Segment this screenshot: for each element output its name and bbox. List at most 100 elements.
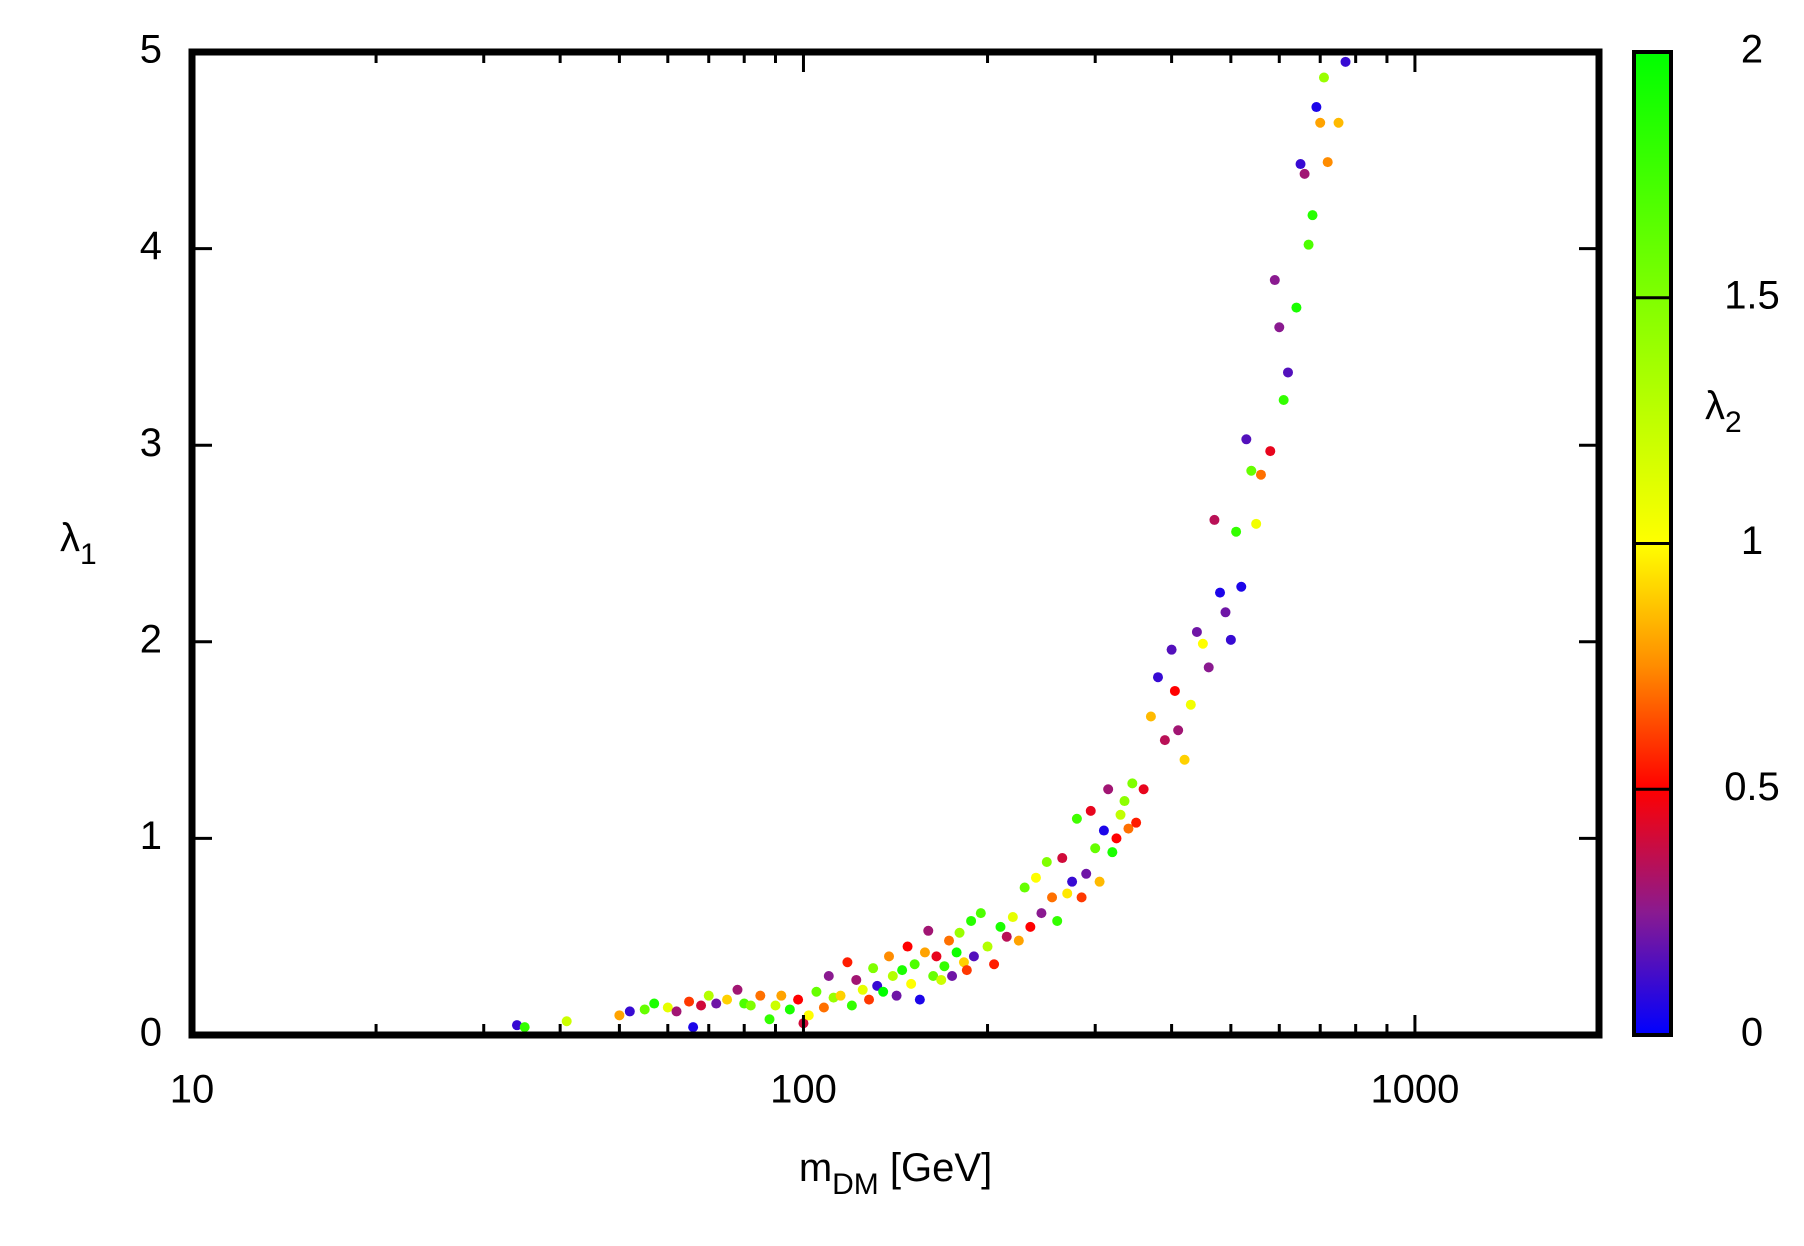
scatter-point (989, 959, 1000, 970)
scatter-point (906, 978, 917, 989)
x-axis-label-part: [GeV] (879, 1146, 992, 1190)
scatter-point (511, 1020, 522, 1031)
scatter-point (671, 1006, 682, 1017)
scatter-point (1241, 434, 1252, 445)
scatter-point (923, 925, 934, 936)
scatter-point (1311, 102, 1322, 113)
scatter-point (1025, 921, 1036, 932)
scatter-point (944, 935, 955, 946)
scatter-point (966, 915, 977, 926)
scatter-point (1057, 853, 1068, 864)
scatter-point (1111, 833, 1122, 844)
scatter-point (947, 971, 958, 982)
scatter-point (1019, 882, 1030, 893)
scatter-point (1333, 117, 1344, 128)
scatter-point (928, 971, 939, 982)
y-axis-label-part: λ (60, 516, 80, 560)
scatter-point (1307, 210, 1318, 221)
scatter-point (755, 990, 766, 1001)
scatter-point (1081, 868, 1092, 879)
scatter-point (1278, 394, 1289, 405)
scatter-point (1299, 168, 1310, 179)
scatter-point (764, 1014, 775, 1025)
scatter-point (784, 1004, 795, 1015)
x-tick-label: 100 (770, 1068, 837, 1112)
scatter-point (662, 1002, 673, 1013)
scatter-point (1209, 514, 1220, 525)
scatter-point (1303, 239, 1314, 250)
scatter-point (954, 927, 965, 938)
colorbar-tick-label: 0.5 (1724, 765, 1780, 809)
x-axis-label-part: DM (832, 1168, 879, 1201)
scatter-point (1098, 825, 1109, 836)
scatter-point (887, 971, 898, 982)
scatter-point (1127, 778, 1138, 789)
scatter-point (1282, 367, 1293, 378)
scatter-point (1007, 912, 1018, 923)
scatter-point (909, 959, 920, 970)
colorbar-tick-label: 1.5 (1724, 273, 1780, 317)
colorbar-label: λ2 (1705, 384, 1742, 440)
scatter-point (1047, 892, 1058, 903)
scatter-point (995, 921, 1006, 932)
scatter-point (1030, 872, 1041, 883)
scatter-point (818, 1002, 829, 1013)
plot-frame (188, 48, 1603, 1039)
scatter-point (776, 990, 787, 1001)
scatter-point (1295, 159, 1306, 170)
scatter-point (1071, 813, 1082, 824)
scatter-point (914, 994, 925, 1005)
scatter-point (1231, 526, 1242, 537)
scatter-point (1107, 847, 1118, 858)
scatter-point (703, 990, 714, 1001)
y-axis-label: λ1 (60, 516, 97, 572)
y-tick-label: 4 (140, 224, 162, 268)
scatter-point (883, 951, 894, 962)
scatter-point (835, 990, 846, 1001)
scatter-point (519, 1022, 530, 1033)
scatter-point (649, 998, 660, 1009)
scatter-point (1090, 843, 1101, 854)
y-tick-label: 0 (140, 1011, 162, 1055)
scatter-point (846, 1000, 857, 1011)
scatter-point (939, 961, 950, 972)
scatter-point (1322, 157, 1333, 168)
scatter-point (614, 1010, 625, 1021)
scatter-point (1274, 322, 1285, 333)
scatter-point (1251, 518, 1262, 529)
scatter-point (1220, 607, 1231, 618)
scatter-point (1085, 805, 1096, 816)
scatter-point (982, 941, 993, 952)
scatter-point (936, 974, 947, 985)
scatter-point (1215, 587, 1226, 598)
scatter-point (1169, 685, 1180, 696)
scatter-point (1203, 662, 1214, 673)
scatter-point (1115, 809, 1126, 820)
scatter-point (1036, 908, 1047, 919)
scatter-point (561, 1016, 572, 1027)
colorbar-tick-label: 1 (1741, 519, 1763, 563)
scatter-point (1166, 644, 1177, 655)
scatter-point (732, 984, 743, 995)
scatter-point (1052, 915, 1063, 926)
scatter-point (823, 971, 834, 982)
scatter-point (975, 908, 986, 919)
scatter-point (1191, 626, 1202, 637)
scatter-point (878, 986, 889, 997)
scatter-point (1291, 302, 1302, 313)
scatter-point (1173, 725, 1184, 736)
y-tick-label: 2 (140, 617, 162, 661)
scatter-point (1103, 784, 1114, 795)
scatter-point (803, 1010, 814, 1021)
scatter-point (968, 951, 979, 962)
scatter-point (1269, 275, 1280, 286)
scatter-point (1001, 931, 1012, 942)
scatter-point (1067, 876, 1078, 887)
scatter-point (1185, 699, 1196, 710)
scatter-point (1123, 823, 1134, 834)
scatter-point (961, 965, 972, 976)
colorbar-tick-label: 0 (1741, 1011, 1763, 1055)
scatter-point (897, 965, 908, 976)
scatter-point (931, 951, 942, 962)
